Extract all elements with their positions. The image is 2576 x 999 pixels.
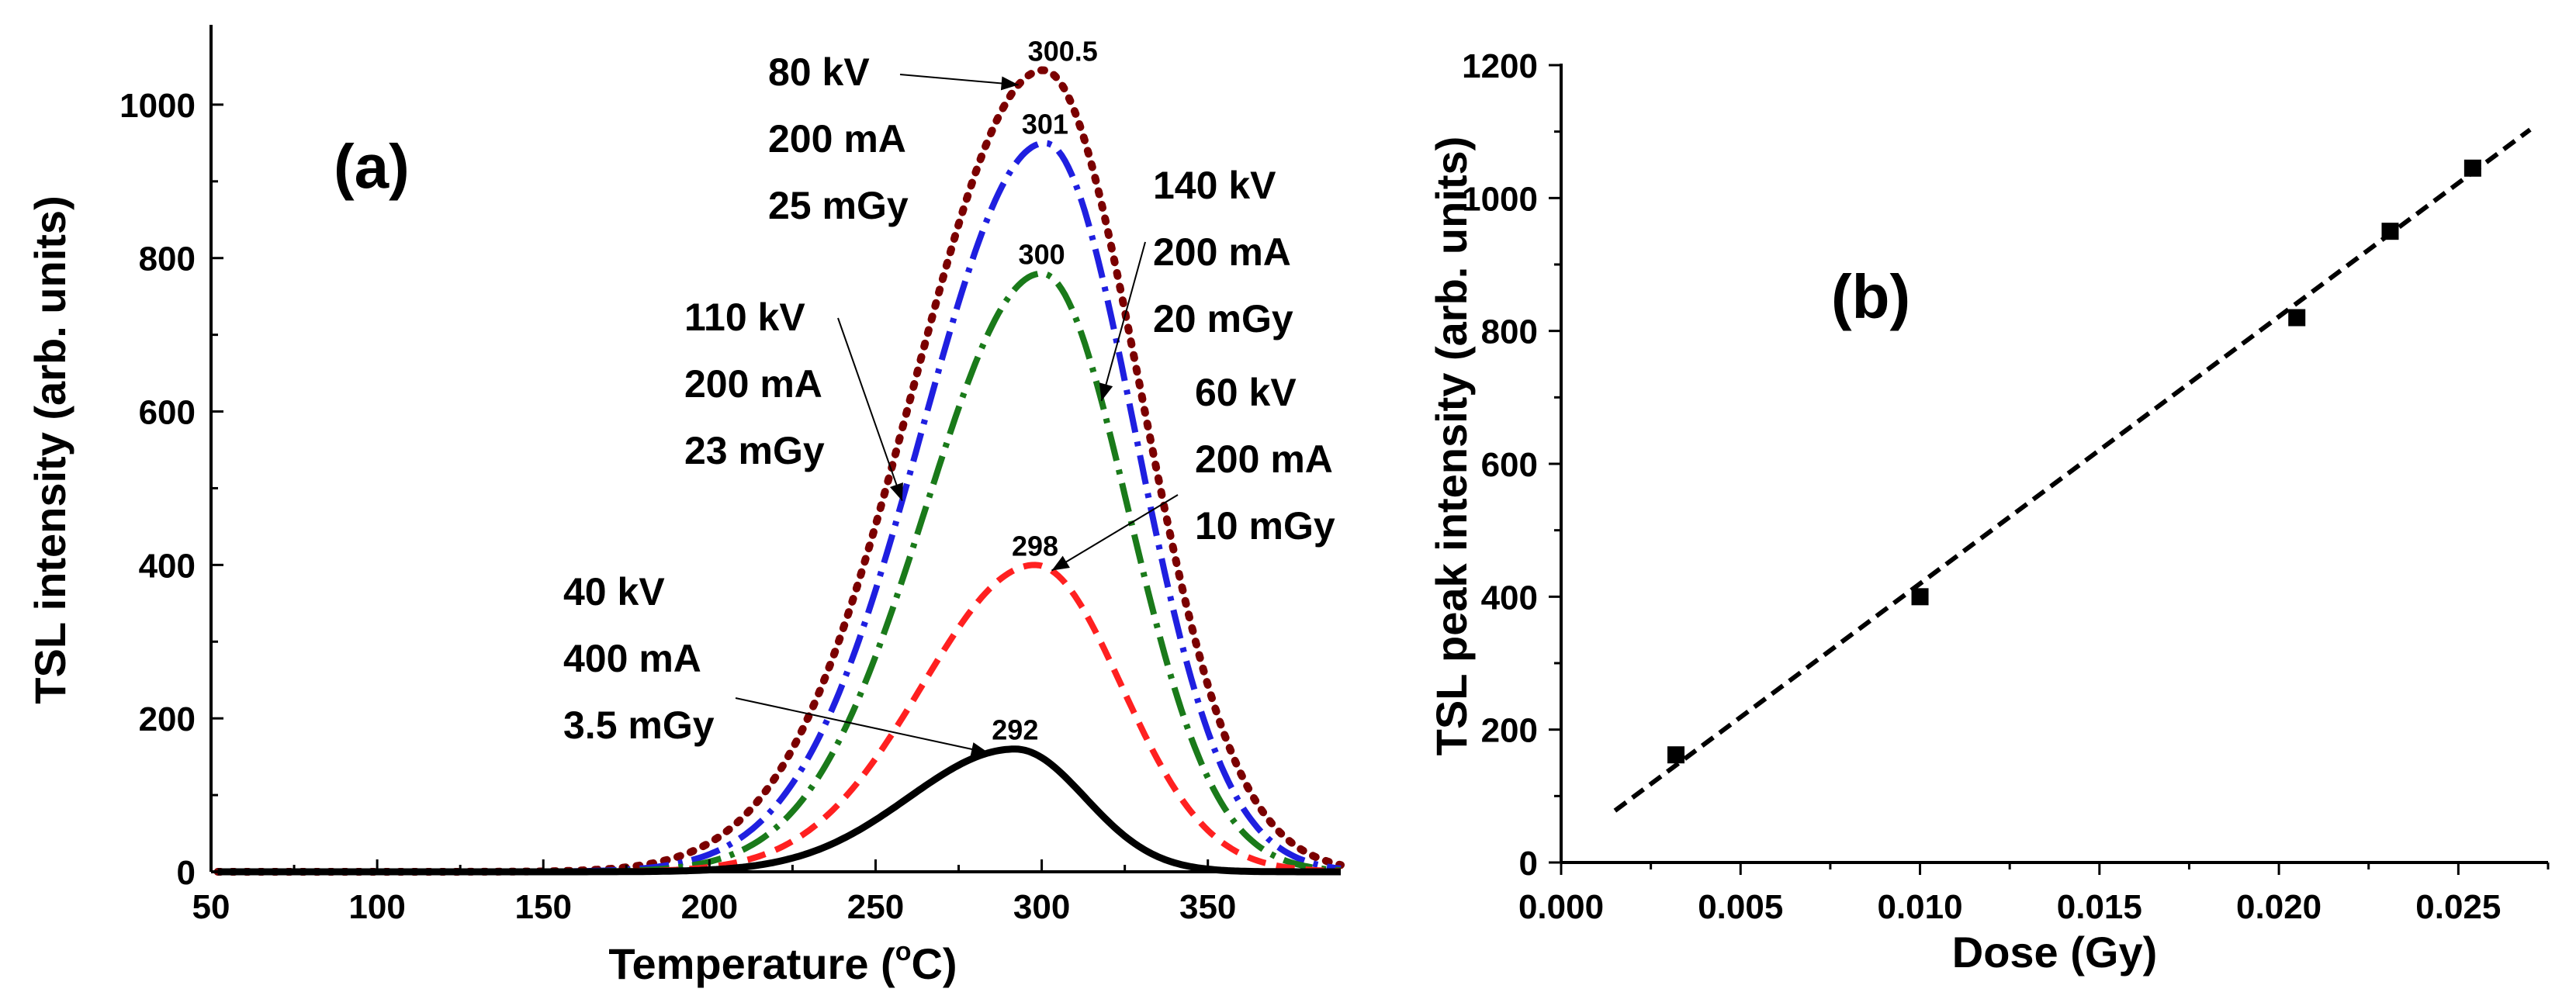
annotation-3-line-0: 60 kV	[1195, 371, 1297, 414]
peak-label-1: 301	[1022, 108, 1068, 140]
b-y-tick-label-6: 1200	[1462, 47, 1538, 85]
b-x-tick-label-2: 0.010	[1877, 888, 1962, 926]
panel-b-label: (b)	[1831, 262, 1910, 331]
x-tick-label-2: 150	[515, 888, 572, 926]
b-x-tick-label-1: 0.005	[1698, 888, 1783, 926]
annotation-arrowhead-4	[970, 742, 989, 756]
x-tick-label-0: 50	[192, 888, 230, 926]
annotation-arrow-2	[1100, 241, 1146, 402]
annotation-4-line-2: 3.5 mGy	[563, 703, 715, 747]
b-x-tick-label-3: 0.015	[2057, 888, 2142, 926]
fit-line	[1613, 127, 2532, 813]
annotation-1-line-2: 23 mGy	[684, 429, 825, 472]
b-x-tick-label-0: 0.000	[1518, 888, 1604, 926]
annotation-2-line-0: 140 kV	[1153, 164, 1276, 207]
annotation-arrowhead-0	[1000, 76, 1019, 91]
annotation-0: 80 kV 200 mA 25 mGy	[768, 50, 1019, 227]
y-tick-label-1: 200	[139, 700, 196, 738]
data-point-0	[1667, 746, 1685, 764]
b-x-tick-label-5: 0.025	[2415, 888, 2501, 926]
x-tick-label-5: 300	[1013, 888, 1070, 926]
b-x-tick-label-4: 0.020	[2236, 888, 2322, 926]
y-tick-label-0: 0	[177, 854, 196, 892]
data-point-4	[2463, 159, 2481, 177]
x-tick-label-3: 200	[681, 888, 738, 926]
annotation-4-line-0: 40 kV	[563, 570, 665, 614]
peak-label-4: 292	[992, 714, 1038, 746]
y-tick-label-4: 800	[139, 240, 196, 278]
annotation-arrow-4	[735, 697, 989, 754]
annotation-3-line-1: 200 mA	[1195, 437, 1333, 481]
panel-a: 50 100 150 200 250 300 350 0 200 400 600 800 1000 30…	[26, 25, 1345, 988]
annotation-3-line-2: 10 mGy	[1195, 504, 1335, 548]
data-point-3	[2381, 223, 2399, 240]
panel-b-ylabel: TSL peak intensity (arb. units)	[1427, 137, 1476, 756]
annotation-0-line-1: 200 mA	[768, 117, 906, 161]
annotation-2: 140 kV 200 mA 20 mGy	[1099, 164, 1293, 402]
b-y-tick-label-5: 1000	[1462, 180, 1538, 218]
annotation-arrowhead-1	[889, 482, 903, 501]
b-y-tick-label-4: 800	[1481, 313, 1538, 351]
annotation-4-line-1: 400 mA	[563, 637, 701, 680]
x-tick-label-4: 250	[847, 888, 904, 926]
annotation-0-line-0: 80 kV	[768, 50, 870, 94]
panel-b: 0.000 0.005 0.010 0.015 0.020 0.025 0 200 400 600…	[1427, 47, 2550, 977]
y-tick-label-5: 1000	[119, 87, 196, 125]
panel-a-label: (a)	[334, 132, 410, 201]
data-point-2	[2288, 309, 2306, 327]
annotation-arrowhead-3	[1051, 555, 1070, 571]
y-tick-label-3: 600	[139, 394, 196, 432]
b-y-tick-label-0: 0	[1519, 845, 1538, 883]
b-y-tick-label-1: 200	[1481, 712, 1538, 750]
annotation-4: 40 kV 400 mA 3.5 mGy	[563, 570, 989, 756]
annotation-arrowhead-2	[1099, 382, 1113, 401]
annotation-arrow-0	[899, 74, 1019, 86]
annotation-0-line-2: 25 mGy	[768, 184, 909, 227]
annotation-2-line-1: 200 mA	[1153, 230, 1291, 274]
peak-label-2: 300	[1019, 239, 1065, 271]
x-tick-label-6: 350	[1179, 888, 1236, 926]
panel-b-xlabel: Dose (Gy)	[1952, 928, 2158, 977]
annotation-2-line-2: 20 mGy	[1153, 297, 1293, 340]
annotation-arrow-1	[837, 317, 903, 502]
peak-label-0: 300.5	[1028, 35, 1098, 67]
x-tick-label-1: 100	[348, 888, 405, 926]
annotation-3: 60 kV 200 mA 10 mGy	[1051, 371, 1335, 572]
annotation-1: 110 kV 200 mA 23 mGy	[684, 296, 903, 502]
peak-label-3: 298	[1012, 530, 1058, 562]
annotation-1-line-1: 200 mA	[684, 362, 822, 406]
b-y-tick-label-3: 600	[1481, 446, 1538, 484]
annotation-1-line-0: 110 kV	[684, 296, 805, 339]
panel-a-xlabel: Temperature (oC)	[608, 937, 957, 988]
annotation-arrow-3	[1051, 494, 1179, 572]
panel-a-ylabel: TSL intensity (arb. units)	[26, 195, 74, 703]
y-tick-label-2: 400	[139, 547, 196, 585]
data-point-1	[1911, 588, 1929, 606]
b-y-tick-label-2: 400	[1481, 579, 1538, 617]
